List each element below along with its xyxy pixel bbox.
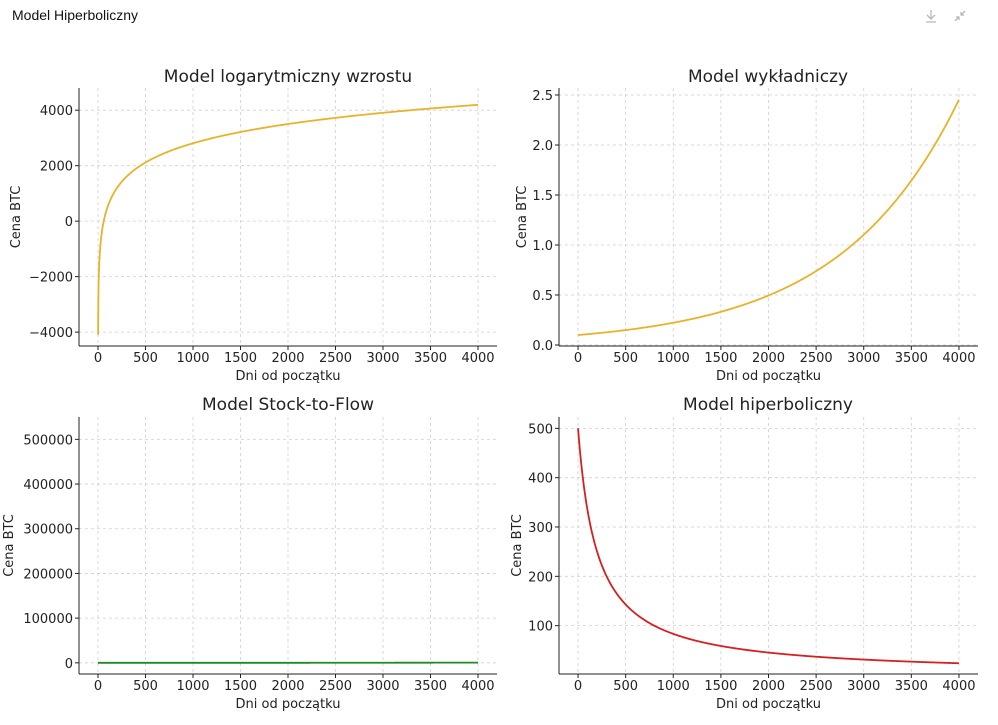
y-tick-label: 0 xyxy=(65,657,73,672)
x-tick-label: 2000 xyxy=(271,679,304,694)
y-tick-label: 4000 xyxy=(40,104,73,119)
x-tick-label: 500 xyxy=(133,679,158,694)
chart-title: Model wykładniczy xyxy=(688,67,848,87)
x-tick-label: 0 xyxy=(574,679,582,694)
y-tick-label: 100000 xyxy=(23,612,73,627)
y-tick-label: 2.0 xyxy=(532,139,553,154)
x-tick-label: 1500 xyxy=(704,679,737,694)
y-tick-label: −4000 xyxy=(29,326,73,341)
x-tick-label: 1500 xyxy=(704,351,737,366)
y-tick-label: 300 xyxy=(528,521,553,536)
header-bar: Model Hiperboliczny xyxy=(0,0,998,34)
x-tick-label: 3000 xyxy=(366,351,399,366)
y-tick-label: 2000 xyxy=(40,160,73,175)
y-tick-label: 0 xyxy=(65,215,73,230)
x-tick-label: 2500 xyxy=(319,679,352,694)
x-tick-label: 3500 xyxy=(895,351,928,366)
y-tick-label: 400000 xyxy=(23,478,73,493)
x-tick-label: 1000 xyxy=(176,351,209,366)
y-tick-label: 100 xyxy=(528,620,553,635)
chart-3: 0 500 1000 1500 2000 2500 3000 3500 4000 0 100000 2… xyxy=(2,395,497,712)
x-tick-label: 0 xyxy=(94,679,102,694)
x-tick-label: 1000 xyxy=(657,351,690,366)
x-tick-label: 4000 xyxy=(461,679,494,694)
x-tick-label: 2500 xyxy=(800,679,833,694)
collapse-button[interactable] xyxy=(950,6,970,26)
x-axis-label: Dni od początku xyxy=(236,697,341,712)
x-tick-label: 3000 xyxy=(847,351,880,366)
y-tick-label: 200 xyxy=(528,570,553,585)
x-tick-label: 2500 xyxy=(800,351,833,366)
x-tick-label: 0 xyxy=(574,351,582,366)
chart-4: 0 500 1000 1500 2000 2500 3000 3500 4000 100 200 30… xyxy=(510,395,978,712)
x-tick-label: 1500 xyxy=(224,351,257,366)
chart-1: 0 500 1000 1500 2000 2500 3000 3500 4000 −4000 −20… xyxy=(9,67,497,384)
y-tick-label: 2.5 xyxy=(532,89,553,104)
download-button[interactable] xyxy=(921,6,941,26)
x-tick-label: 1000 xyxy=(176,679,209,694)
y-tick-label: 1.5 xyxy=(532,189,553,204)
chart-title: Model hiperboliczny xyxy=(683,395,853,415)
x-tick-label: 2000 xyxy=(271,351,304,366)
y-tick-label: 1.0 xyxy=(532,239,553,254)
y-tick-label: 0.5 xyxy=(532,289,553,304)
y-axis-label: Cena BTC xyxy=(2,514,17,577)
x-tick-label: 500 xyxy=(133,351,158,366)
x-tick-label: 3500 xyxy=(895,679,928,694)
collapse-icon xyxy=(954,10,966,22)
series-line-exp xyxy=(577,99,960,336)
series-line-hyp xyxy=(577,428,959,665)
x-tick-label: 3500 xyxy=(414,351,447,366)
page-title: Model Hiperboliczny xyxy=(12,7,139,23)
y-axis-label: Cena BTC xyxy=(515,186,530,249)
x-axis-label: Dni od początku xyxy=(716,697,821,712)
chart-title: Model logarytmiczny wzrostu xyxy=(164,67,412,87)
x-tick-label: 4000 xyxy=(461,351,494,366)
x-tick-label: 0 xyxy=(94,351,102,366)
x-axis-label: Dni od początku xyxy=(236,369,341,384)
x-tick-label: 3000 xyxy=(847,679,880,694)
x-tick-label: 3500 xyxy=(414,679,447,694)
x-tick-label: 1000 xyxy=(657,679,690,694)
series-line-log xyxy=(97,103,479,335)
y-tick-label: 0.0 xyxy=(532,339,553,354)
y-axis-label: Cena BTC xyxy=(9,186,24,249)
download-icon xyxy=(926,10,936,23)
y-tick-label: 200000 xyxy=(23,567,73,582)
x-tick-label: 2500 xyxy=(319,351,352,366)
x-axis-label: Dni od początku xyxy=(716,369,821,384)
y-tick-label: 400 xyxy=(528,472,553,487)
x-tick-label: 2000 xyxy=(752,351,785,366)
y-tick-label: 500000 xyxy=(23,433,73,448)
y-axis-label: Cena BTC xyxy=(510,514,525,577)
y-tick-label: 500 xyxy=(528,422,553,437)
x-tick-label: 4000 xyxy=(942,679,975,694)
x-tick-label: 1500 xyxy=(224,679,257,694)
y-tick-label: 300000 xyxy=(23,523,73,538)
x-tick-label: 3000 xyxy=(366,679,399,694)
x-tick-label: 500 xyxy=(613,679,638,694)
x-tick-label: 2000 xyxy=(752,679,785,694)
y-tick-label: −2000 xyxy=(29,271,73,286)
x-tick-label: 500 xyxy=(613,351,638,366)
chart-2: 0 500 1000 1500 2000 2500 3000 3500 4000 0.0 0.5 1.… xyxy=(515,67,978,384)
x-tick-label: 4000 xyxy=(942,351,975,366)
chart-title: Model Stock-to-Flow xyxy=(202,395,374,415)
